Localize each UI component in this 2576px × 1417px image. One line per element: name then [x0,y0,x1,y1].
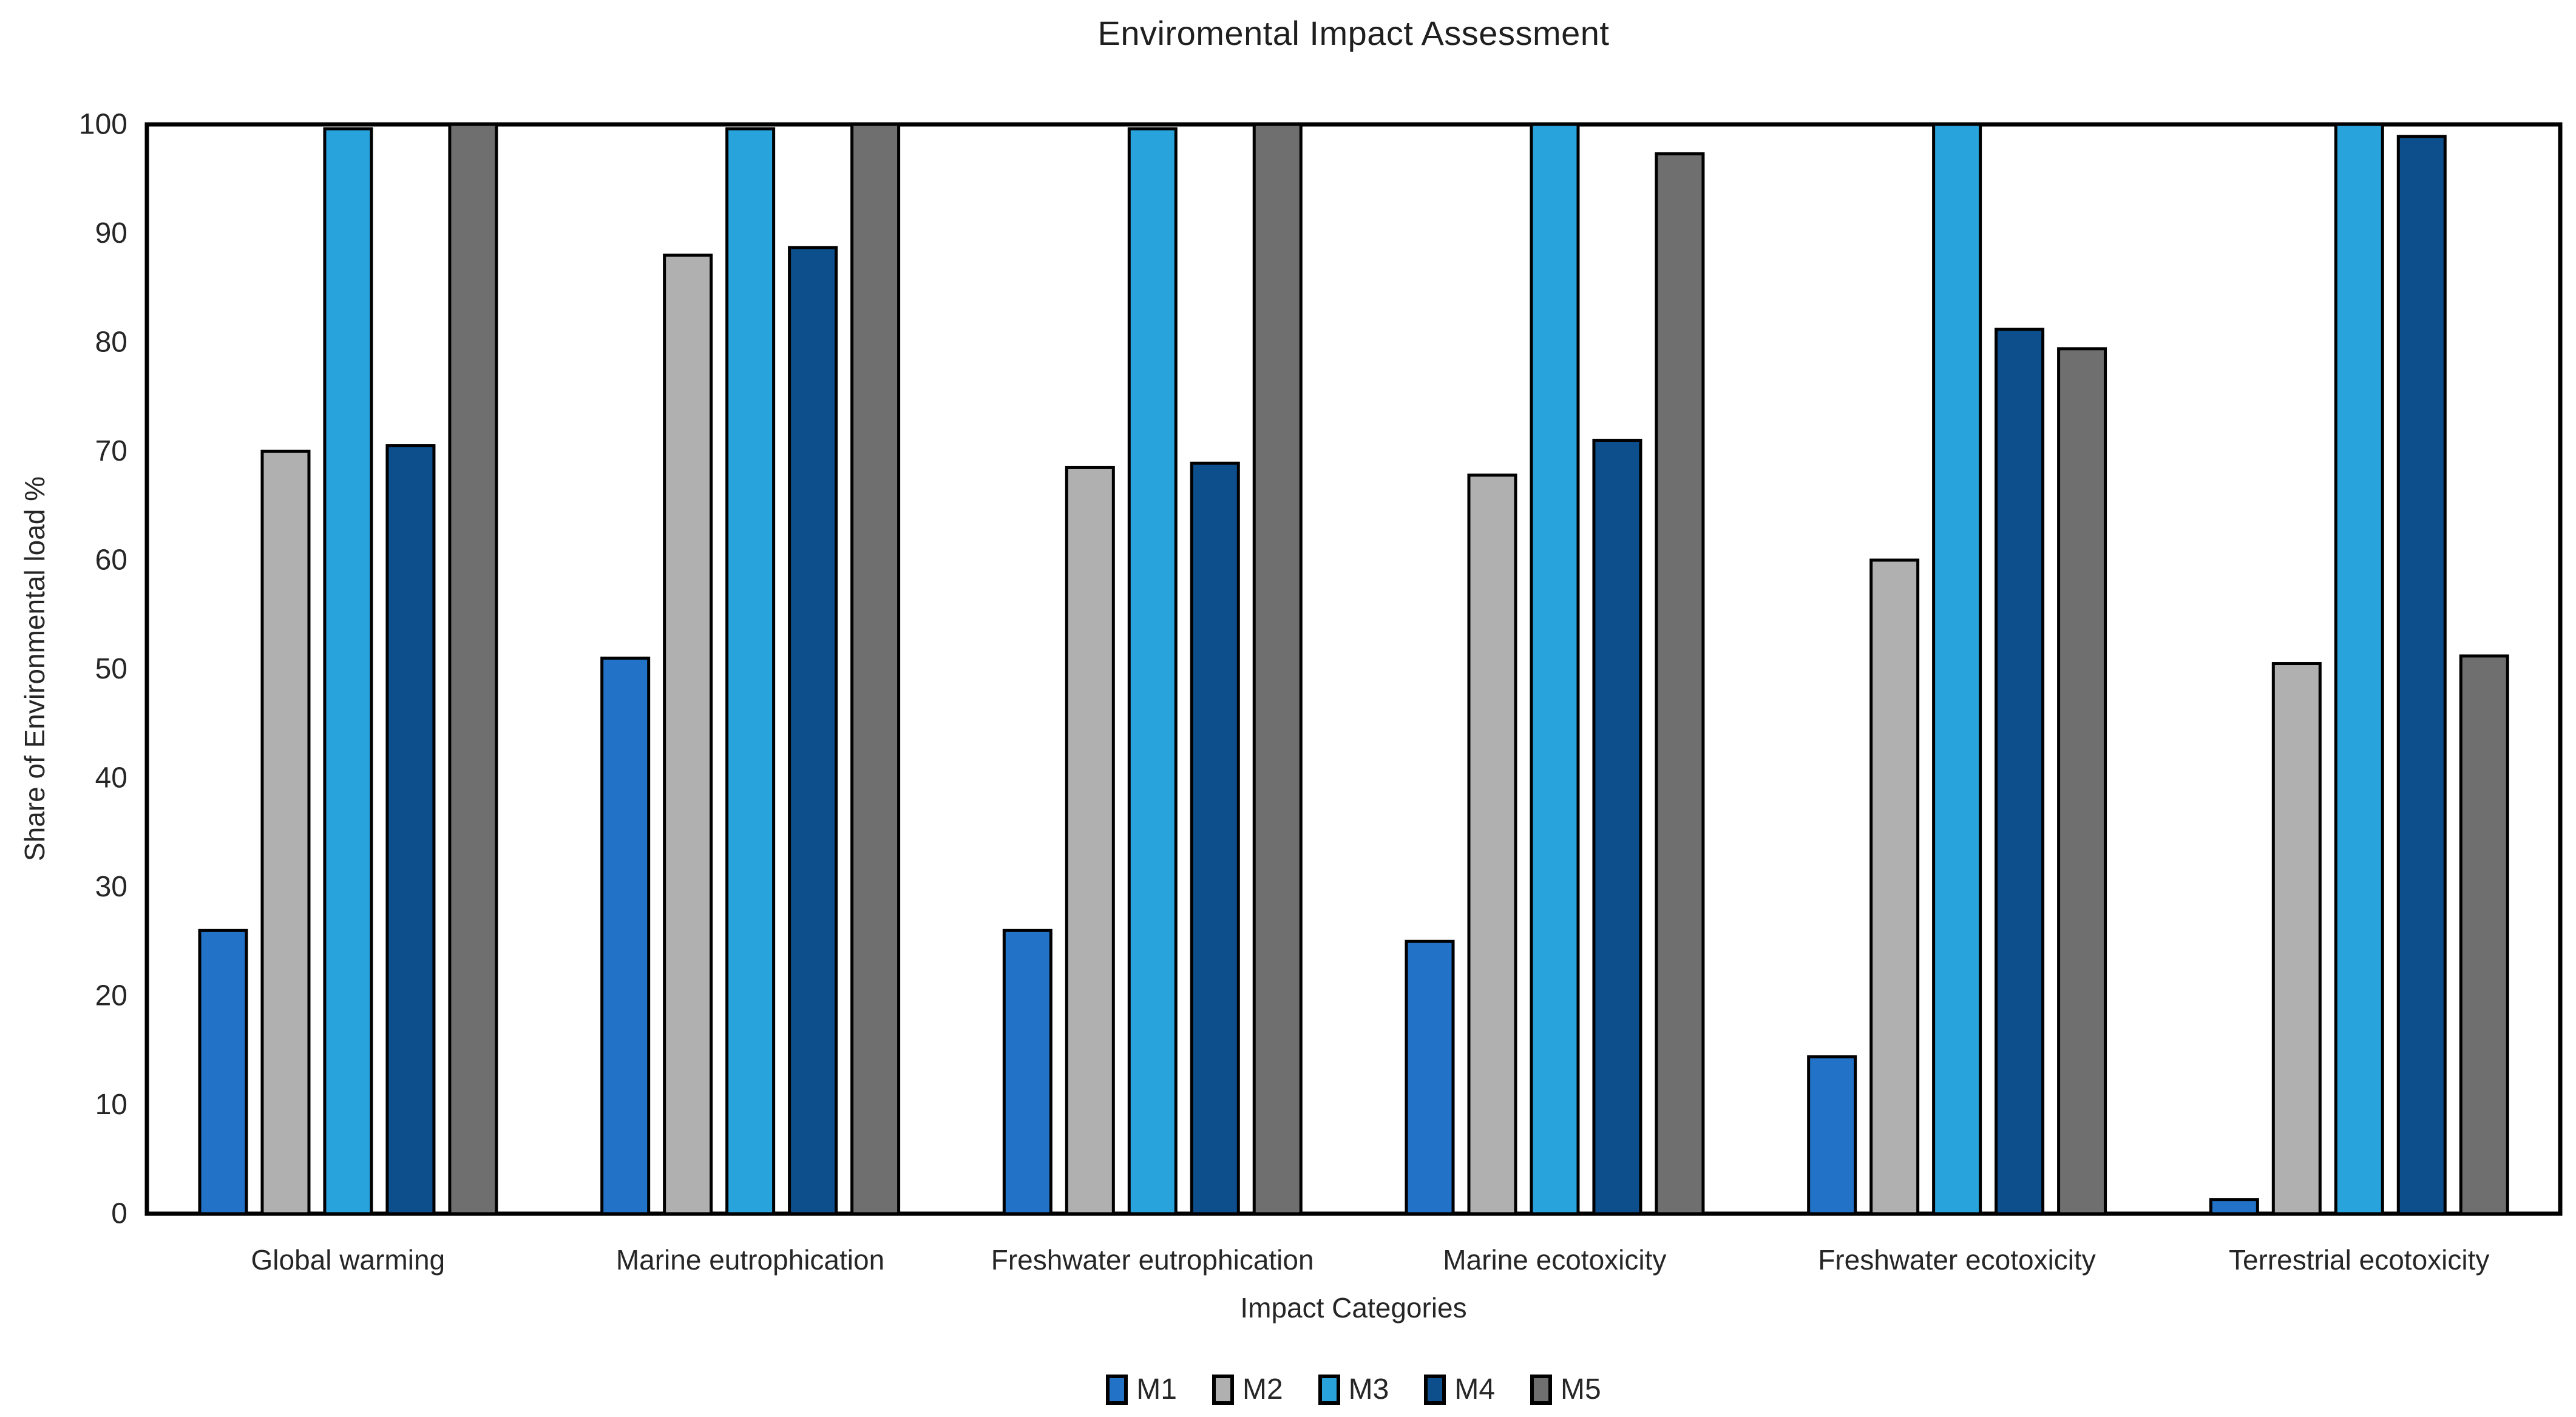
legend-label-M1: M1 [1136,1373,1177,1405]
bar-M3-category-3 [1127,127,1178,1216]
plot-border [144,122,2563,1216]
x-category-label-5: Freshwater ecotoxicity [1818,1244,2096,1276]
bar-M1-category-2 [600,657,651,1216]
bar-M5-category-5 [2057,347,2107,1216]
y-tick-label-40: 40 [95,762,127,794]
legend-swatch-M4 [1424,1374,1446,1405]
bar-M3-category-5 [1932,123,1982,1216]
y-tick-label-50: 50 [95,653,127,685]
bar-M1-category-3 [1002,928,1052,1216]
bar-M4-category-6 [2396,135,2447,1216]
chart-title: Enviromental Impact Assessment [1097,14,1610,52]
bar-M4-category-2 [788,246,838,1216]
bar-M5-category-4 [1655,152,1705,1216]
legend-label-M4: M4 [1454,1373,1496,1405]
bar-M4-category-4 [1592,439,1642,1216]
y-tick-label-0: 0 [111,1198,127,1230]
legend-item-M4: M4 [1424,1373,1495,1406]
x-category-label-4: Marine ecotoxicity [1443,1244,1666,1276]
y-tick-label-80: 80 [95,326,127,359]
bar-M3-category-4 [1530,123,1580,1216]
legend-swatch-M3 [1318,1374,1340,1405]
bar-M1-category-6 [2209,1198,2259,1216]
legend-label-M5: M5 [1561,1373,1601,1405]
bar-M2-category-2 [663,253,713,1216]
x-axis-title: Impact Categories [1240,1292,1467,1324]
legend-label-M2: M2 [1242,1373,1283,1405]
bar-M2-category-4 [1467,473,1517,1216]
legend-item-M3: M3 [1318,1373,1389,1406]
x-category-label-1: Global warming [251,1244,446,1276]
x-category-label-3: Freshwater eutrophication [991,1244,1314,1276]
x-category-label-6: Terrestrial ecotoxicity [2229,1244,2489,1276]
y-tick-label-30: 30 [95,871,127,903]
bar-M2-category-6 [2271,662,2322,1216]
legend-label-M3: M3 [1348,1373,1389,1405]
y-tick-label-100: 100 [79,109,127,141]
bar-M2-category-5 [1869,558,1920,1216]
bar-M4-category-1 [385,444,436,1216]
bar-M4-category-3 [1190,461,1240,1216]
x-category-label-2: Marine eutrophication [616,1244,884,1276]
bar-M3-category-6 [2334,123,2384,1216]
bar-M1-category-4 [1405,939,1455,1216]
y-tick-label-10: 10 [95,1089,127,1121]
legend-item-M1: M1 [1106,1373,1177,1406]
legend-swatch-M5 [1530,1374,1553,1405]
legend-item-M5: M5 [1530,1373,1601,1406]
y-tick-label-70: 70 [95,435,127,467]
bar-M5-category-1 [448,123,498,1216]
y-tick-label-60: 60 [95,544,127,577]
bar-M1-category-1 [198,928,248,1216]
bar-M3-category-1 [323,127,373,1216]
bar-M2-category-3 [1065,465,1115,1216]
chart-legend: M1 M2 M3 M4 M5 [147,1373,2560,1406]
bar-M5-category-2 [850,123,901,1216]
legend-swatch-M1 [1106,1374,1128,1405]
bar-M5-category-3 [1252,123,1303,1216]
bar-M2-category-1 [260,450,311,1216]
bar-M3-category-2 [725,127,776,1216]
bar-M5-category-6 [2459,654,2509,1216]
legend-item-M2: M2 [1212,1373,1283,1406]
bar-M1-category-5 [1807,1055,1857,1216]
bar-M4-category-5 [1995,327,2045,1216]
y-tick-label-90: 90 [95,217,127,249]
legend-swatch-M2 [1212,1374,1234,1405]
y-tick-label-20: 20 [95,980,127,1012]
